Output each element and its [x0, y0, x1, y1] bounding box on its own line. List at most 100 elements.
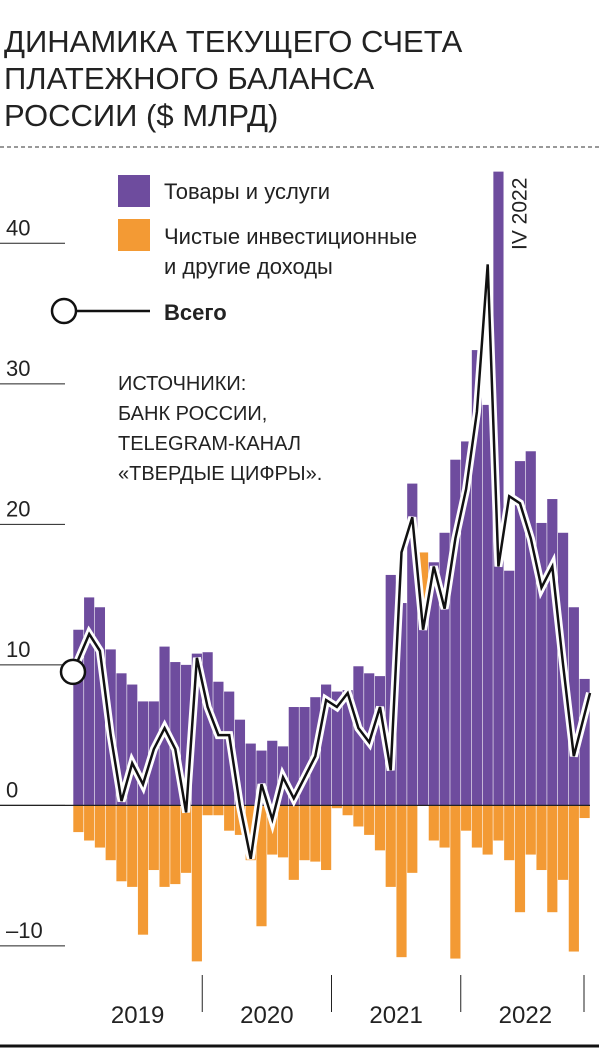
bar: [353, 666, 364, 806]
bar: [213, 681, 224, 806]
legend-label: Товары и услуги: [164, 179, 330, 204]
bar: [127, 805, 138, 887]
bar: [116, 805, 127, 882]
sources: ИСТОЧНИКИ:: [118, 373, 246, 395]
bar: [482, 404, 493, 806]
bar: [407, 483, 418, 806]
bar: [568, 607, 579, 806]
y-tick-label: 20: [6, 496, 30, 521]
bar: [84, 597, 95, 806]
bar: [579, 678, 590, 806]
bar: [148, 805, 159, 871]
bar: [331, 805, 342, 809]
bar: [417, 552, 429, 604]
bar: [417, 603, 429, 806]
bar: [482, 805, 493, 855]
legend-marker: [50, 297, 78, 325]
sources: TELEGRAM-КАНАЛ: [118, 433, 301, 455]
y-tick-label: –10: [6, 918, 43, 943]
bar: [342, 805, 353, 816]
bar: [374, 805, 386, 851]
bar: [299, 805, 310, 861]
bar: [299, 707, 310, 806]
bar: [525, 451, 536, 806]
bar: [514, 805, 526, 913]
y-tick-label: 10: [6, 637, 30, 662]
y-tick-label: 0: [6, 777, 18, 802]
bar: [374, 676, 386, 806]
bar: [450, 459, 461, 806]
bar: [407, 805, 418, 873]
bar: [385, 805, 396, 887]
y-tick-label: 30: [6, 356, 30, 381]
bar: [450, 805, 461, 959]
bar: [181, 805, 192, 873]
bar: [73, 805, 84, 833]
bar: [94, 607, 106, 806]
bar: [73, 629, 84, 806]
bar: [267, 740, 278, 806]
bar: [504, 805, 515, 861]
bar: [461, 441, 472, 806]
x-group-label: 2019: [111, 1002, 164, 1029]
bar: [331, 691, 342, 806]
bar: [471, 350, 482, 806]
bar: [461, 805, 472, 831]
bar: [396, 805, 407, 958]
title: ДИНАМИКА ТЕКУЩЕГО СЧЕТА: [4, 24, 463, 59]
bar: [364, 805, 375, 835]
bar: [321, 684, 332, 806]
bar: [525, 805, 536, 855]
title: ПЛАТЕЖНОГО БАЛАНСА: [4, 61, 375, 96]
bar: [557, 805, 569, 880]
bar: [579, 805, 590, 819]
bar: [277, 805, 289, 858]
bar: [94, 805, 106, 848]
bar: [439, 532, 450, 806]
bar: [288, 707, 299, 806]
annotation: IV 2022: [508, 178, 531, 250]
bar: [547, 499, 558, 806]
bar: [514, 461, 526, 806]
bar: [353, 805, 364, 827]
bar: [202, 652, 213, 806]
bar: [234, 719, 246, 806]
legend-label: и другие доходы: [164, 254, 333, 279]
bar: [504, 570, 515, 806]
bar: [428, 805, 439, 841]
bar: [191, 805, 202, 962]
bar: [170, 805, 181, 885]
sources: БАНК РОССИИ,: [118, 403, 267, 425]
bar: [547, 805, 558, 913]
bar: [439, 805, 450, 848]
bar: [256, 805, 267, 927]
bar: [536, 522, 547, 806]
sources: «ТВЕРДЫЕ ЦИФРЫ».: [118, 463, 322, 485]
total-line: [71, 264, 592, 860]
bar: [181, 664, 192, 806]
x-group-label: 2020: [240, 1002, 293, 1029]
bar: [191, 653, 202, 806]
bar: [245, 743, 256, 806]
bar: [202, 805, 213, 816]
legend-label: Всего: [164, 300, 227, 325]
bar: [471, 805, 482, 848]
x-group-label: 2021: [369, 1002, 422, 1029]
x-group-label: 2022: [499, 1002, 552, 1029]
bar: [137, 701, 149, 806]
bar: [256, 750, 267, 806]
bar: [288, 805, 299, 880]
bar: [105, 805, 116, 861]
bar: [342, 690, 353, 806]
bar: [568, 805, 579, 952]
bar: [116, 673, 127, 806]
legend-label: Чистые инвестиционные: [164, 224, 417, 249]
legend-swatch: [118, 175, 150, 207]
bar: [428, 562, 439, 806]
bar: [321, 805, 332, 871]
bar: [84, 805, 95, 841]
bar: [159, 805, 170, 887]
bar: [536, 805, 547, 871]
bar: [224, 805, 235, 831]
